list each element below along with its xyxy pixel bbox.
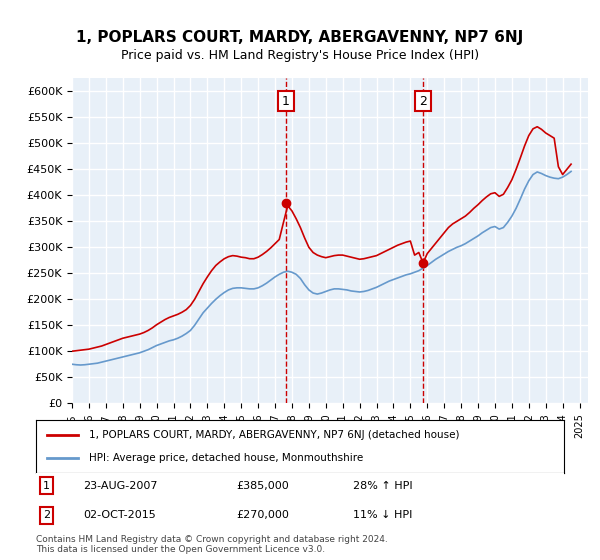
Text: 2: 2	[419, 95, 427, 108]
Text: 1, POPLARS COURT, MARDY, ABERGAVENNY, NP7 6NJ: 1, POPLARS COURT, MARDY, ABERGAVENNY, NP…	[76, 30, 524, 45]
Text: 02-OCT-2015: 02-OCT-2015	[83, 510, 156, 520]
Text: 1: 1	[43, 480, 50, 491]
Text: 1, POPLARS COURT, MARDY, ABERGAVENNY, NP7 6NJ (detached house): 1, POPLARS COURT, MARDY, ABERGAVENNY, NP…	[89, 430, 460, 440]
Text: £270,000: £270,000	[236, 510, 290, 520]
Text: 11% ↓ HPI: 11% ↓ HPI	[353, 510, 412, 520]
Text: 2: 2	[43, 510, 50, 520]
Text: 28% ↑ HPI: 28% ↑ HPI	[353, 480, 412, 491]
Text: 1: 1	[282, 95, 290, 108]
Text: Contains HM Land Registry data © Crown copyright and database right 2024.
This d: Contains HM Land Registry data © Crown c…	[36, 535, 388, 554]
Text: HPI: Average price, detached house, Monmouthshire: HPI: Average price, detached house, Monm…	[89, 453, 363, 463]
Text: 23-AUG-2007: 23-AUG-2007	[83, 480, 158, 491]
Text: Price paid vs. HM Land Registry's House Price Index (HPI): Price paid vs. HM Land Registry's House …	[121, 49, 479, 62]
Text: £385,000: £385,000	[236, 480, 289, 491]
